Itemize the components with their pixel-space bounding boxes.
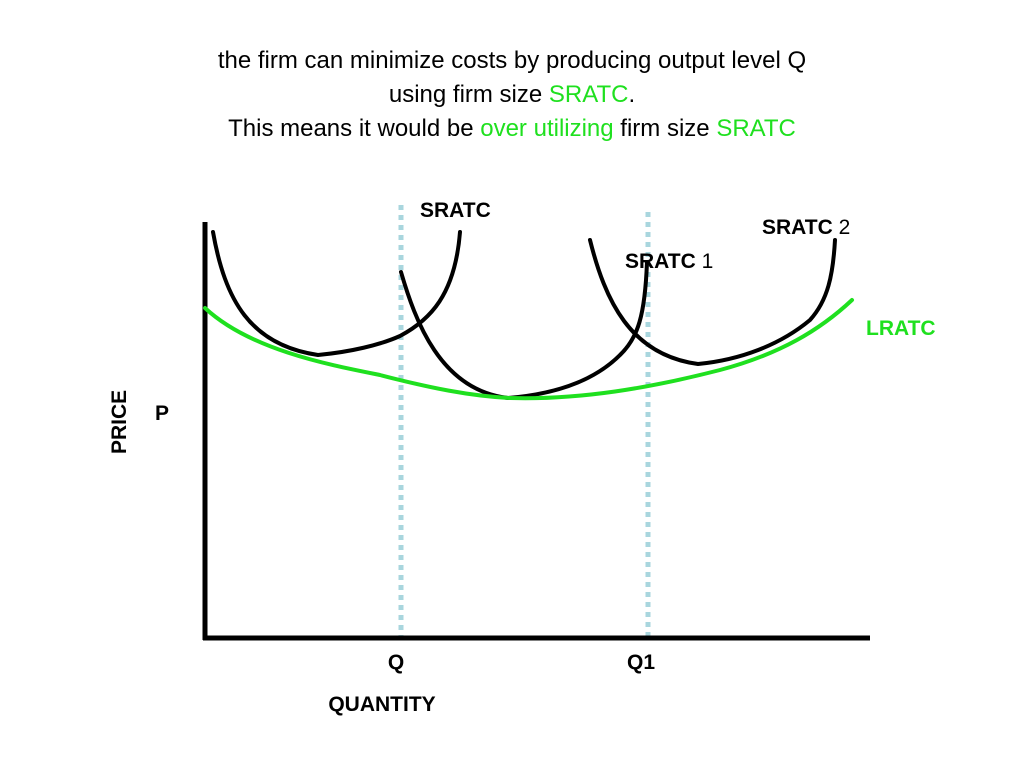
caption-line-3-highlight-2: SRATC [716, 115, 796, 142]
caption-line-3-mid: firm size [613, 115, 717, 142]
caption-line-3-pre: This means it would be [228, 115, 481, 142]
caption-line-3-highlight-1: over utilizing [480, 115, 614, 142]
sratc-2-label-name: SRATC [762, 216, 833, 239]
caption-line-2-post: . [628, 81, 636, 108]
caption-line-2: using firm size SRATC. [0, 78, 1024, 112]
caption-line-1-text: the firm can minimize costs by producing… [217, 47, 807, 74]
lratc-curve [203, 298, 854, 401]
p-label: P [155, 402, 169, 425]
caption-line-1: the firm can minimize costs by producing… [0, 44, 1024, 78]
y-axis-label: PRICE [108, 390, 131, 454]
sratc-1-label: SRATC 1 [625, 250, 713, 273]
caption-line-2-highlight: SRATC [548, 81, 629, 108]
sratc-2-curve [588, 238, 837, 367]
sratc-2-label: SRATC 2 [762, 216, 850, 239]
sratc-1-label-suffix: 1 [696, 250, 714, 273]
sratc-label: SRATC [420, 199, 491, 222]
sratc-curve [211, 230, 462, 358]
caption-line-2-pre: using firm size [388, 81, 549, 108]
q-label: Q [388, 651, 404, 674]
sratc-2-label-suffix: 2 [833, 216, 851, 239]
q1-label: Q1 [627, 651, 655, 674]
caption: the firm can minimize costs by producing… [0, 44, 1024, 146]
sratc-1-label-name: SRATC [625, 250, 696, 273]
lratc-label: LRATC [866, 317, 936, 340]
x-axis-label: QUANTITY [328, 693, 435, 716]
sratc-1-curve [399, 260, 649, 401]
caption-line-3: This means it would be over utilizing fi… [0, 112, 1024, 146]
